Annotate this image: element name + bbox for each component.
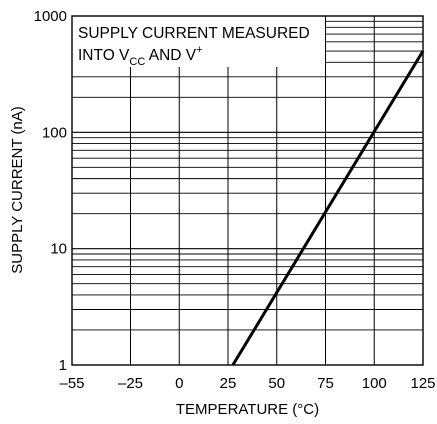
y-tick-label: 1 <box>59 357 67 374</box>
x-tick-label: 100 <box>362 375 387 392</box>
x-tick-label: 125 <box>410 375 435 392</box>
annotation-box <box>72 20 325 67</box>
x-axis-title: TEMPERATURE (°C) <box>176 401 319 418</box>
x-tick-label: –25 <box>118 375 143 392</box>
x-tick-label: 25 <box>220 375 237 392</box>
annotation-into-text: INTO V <box>78 47 130 64</box>
major-gridlines <box>72 16 423 365</box>
y-tick-label: 1000 <box>34 8 67 25</box>
x-tick-label: –55 <box>59 375 84 392</box>
minor-gridlines <box>72 20 423 331</box>
y-tick-label: 10 <box>50 241 67 258</box>
series-group <box>231 50 425 366</box>
x-tick-label: 0 <box>175 375 183 392</box>
annotation-superscript: + <box>196 44 202 56</box>
annotation-line-2: INTO VCC AND V+ <box>78 44 203 68</box>
y-axis-title: SUPPLY CURRENT (nA) <box>9 106 26 274</box>
plot-frame <box>71 15 424 366</box>
y-tick-labels: 1 10 100 1000 <box>34 8 67 374</box>
annotation-subscript: CC <box>129 56 145 68</box>
x-tick-labels: –55 –25 0 25 50 75 100 125 <box>59 375 435 392</box>
x-tick-label: 75 <box>317 375 334 392</box>
supply-current-line <box>231 50 425 366</box>
y-tick-label: 100 <box>42 124 67 141</box>
x-tick-label: 50 <box>268 375 285 392</box>
annotation-and-text: AND V <box>145 47 196 64</box>
annotation-line-1: SUPPLY CURRENT MEASURED <box>78 25 310 42</box>
